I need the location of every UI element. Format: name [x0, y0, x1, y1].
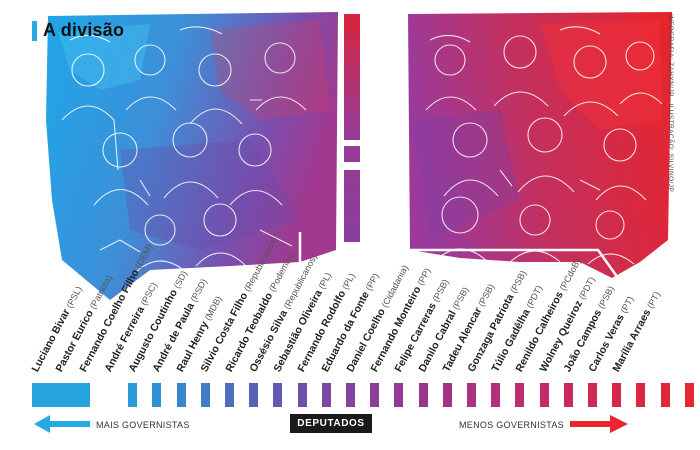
page-title: A divisão [43, 20, 125, 40]
deputy-bar [418, 383, 428, 407]
deputy-bar [346, 383, 355, 407]
deputy-bar [684, 383, 694, 407]
deputy-bar [152, 383, 162, 407]
deputy-bar [225, 383, 234, 407]
axis-center-label: DEPUTADOS [290, 414, 372, 433]
deputy-bar [612, 383, 622, 407]
credit-text: INFOGRAFIA: ZAHYN/JP · ILUSTRAÇÃO: SILVI… [667, 14, 674, 193]
axis-right-label: MENOS GOVERNISTAS [459, 420, 564, 430]
deputy-bar [297, 383, 307, 407]
title-block: A divisão [32, 20, 124, 41]
crowd-middle-strip [344, 14, 360, 242]
deputy-bar [442, 383, 452, 407]
title-bracket-mark [32, 20, 37, 41]
deputy-bar [588, 383, 597, 407]
deputy-bar [273, 383, 283, 407]
deputy-bar [467, 383, 476, 407]
deputy-bar [176, 383, 186, 407]
deputy-bar [370, 383, 380, 407]
deputy-bar [491, 383, 501, 407]
deputy-bar [563, 383, 573, 407]
deputy-bar [660, 383, 670, 407]
bracket-right [406, 205, 620, 279]
deputy-bar [128, 383, 138, 407]
bracket-left [285, 232, 302, 283]
deputy-bar [321, 383, 331, 407]
deputy-bar [539, 383, 549, 407]
axis-left-label: MAIS GOVERNISTAS [96, 420, 190, 430]
crowd-left-block [46, 12, 338, 300]
deputy-bar [249, 383, 259, 407]
deputy-bar [515, 383, 525, 407]
deputy-bar [636, 383, 646, 407]
deputy-bar [394, 383, 404, 407]
deputy-bar [32, 383, 90, 407]
deputy-bar [200, 383, 210, 407]
